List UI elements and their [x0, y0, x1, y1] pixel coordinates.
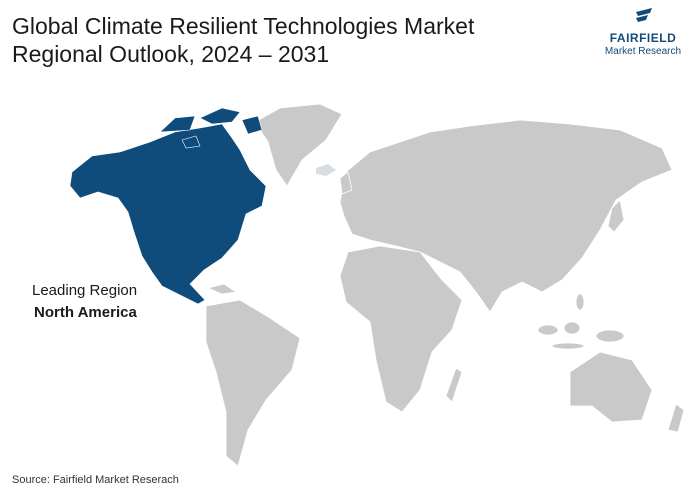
- title-line: Global Climate Resilient Technologies Ma…: [12, 13, 475, 39]
- title-line: Regional Outlook, 2024 – 2031: [12, 41, 330, 67]
- eurasia: [339, 119, 673, 313]
- new-zealand: [667, 403, 685, 433]
- africa: [339, 245, 463, 413]
- japan: [607, 199, 625, 233]
- madagascar: [445, 367, 463, 403]
- source: Source: Fairfield Market Reserach: [12, 474, 179, 486]
- title: Global Climate Resilient Technologies Ma…: [12, 12, 474, 68]
- leading-region: Leading Region North America: [32, 282, 137, 321]
- leading-region-label: Leading Region: [32, 282, 138, 299]
- iceland: [316, 164, 336, 176]
- logo-icon: [636, 8, 652, 22]
- greenland: [254, 103, 343, 187]
- australia: [569, 351, 653, 423]
- south-america: [205, 299, 301, 467]
- logo-brand: FAIRFIELD: [609, 31, 677, 45]
- caribbean: [206, 283, 238, 295]
- indonesia: [537, 293, 625, 350]
- logo: FAIRFIELD Market Research: [598, 6, 688, 57]
- leading-region-name: North America: [34, 304, 137, 321]
- north-america: [69, 107, 267, 305]
- uk: [339, 171, 353, 195]
- logo-subtitle: Market Research: [604, 46, 682, 57]
